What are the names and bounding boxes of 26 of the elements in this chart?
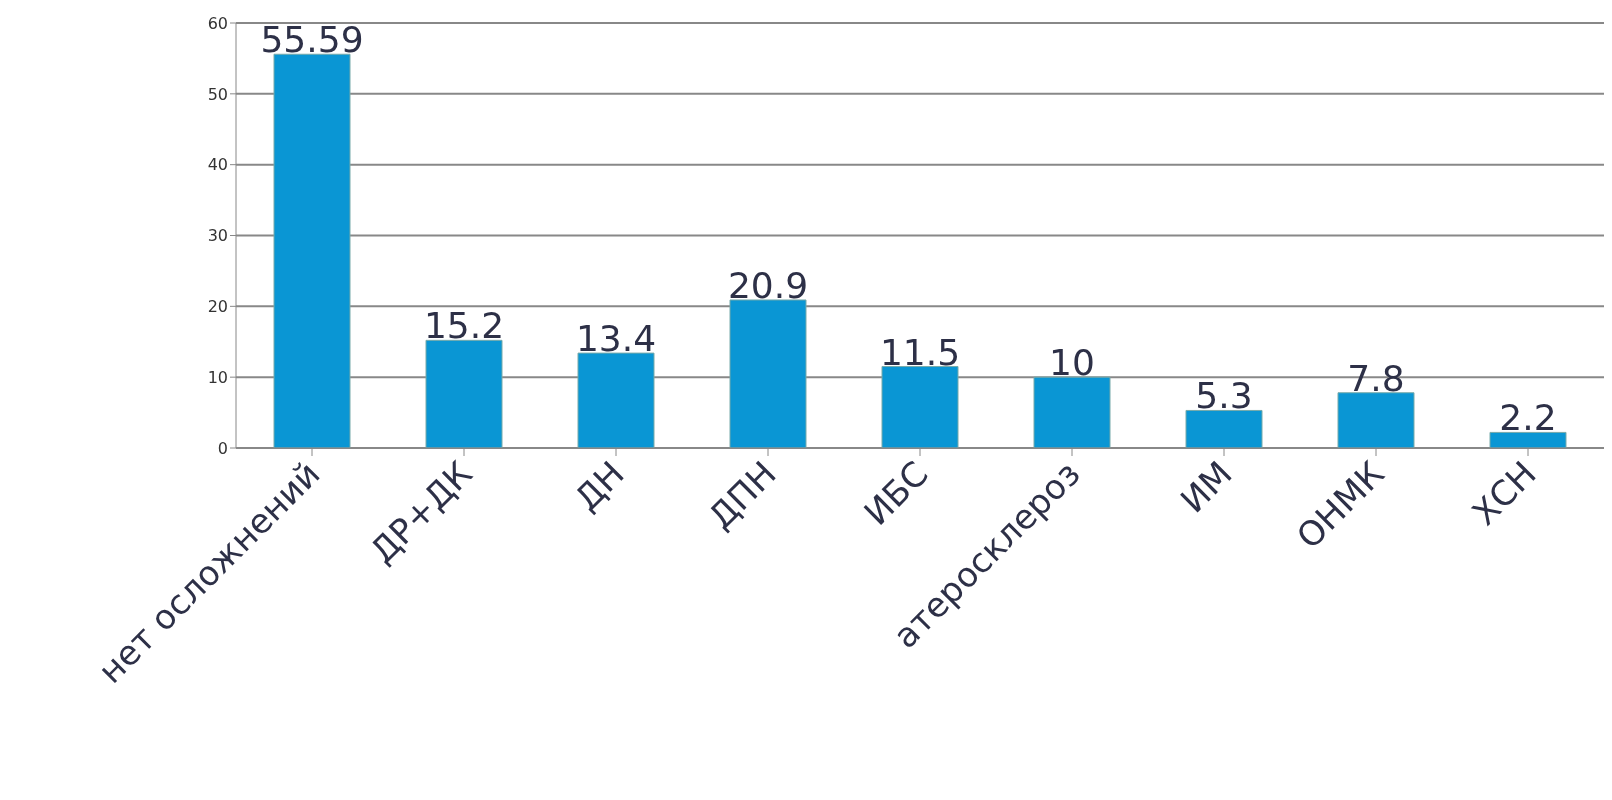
y-tick-label: 10 [207, 367, 228, 387]
bar [729, 299, 807, 448]
y-tick-label: 30 [207, 226, 228, 246]
y-tick-label: 50 [207, 84, 228, 104]
data-label: 55.59 [260, 19, 364, 61]
bar [1185, 409, 1263, 448]
bar [1489, 431, 1567, 448]
data-label: 13.4 [575, 318, 657, 360]
y-tick-label: 0 [217, 438, 228, 458]
data-label: 15.2 [423, 305, 505, 347]
bar [1337, 392, 1415, 448]
bar [273, 53, 351, 448]
data-label: 20.9 [727, 264, 809, 306]
data-label: 10 [1049, 342, 1095, 384]
data-label: 5.3 [1195, 375, 1253, 417]
data-label: 2.2 [1499, 397, 1557, 439]
y-tick-label: 60 [207, 13, 228, 33]
bar [577, 352, 655, 448]
y-tick-label: 20 [207, 297, 228, 317]
bar [425, 339, 503, 448]
y-tick-label: 40 [207, 155, 228, 175]
bar [1033, 376, 1111, 448]
bar [881, 366, 959, 448]
x-tick-label: ДН [566, 453, 632, 519]
x-tick-label: ИМ [1172, 453, 1240, 521]
data-label: 11.5 [879, 331, 961, 373]
